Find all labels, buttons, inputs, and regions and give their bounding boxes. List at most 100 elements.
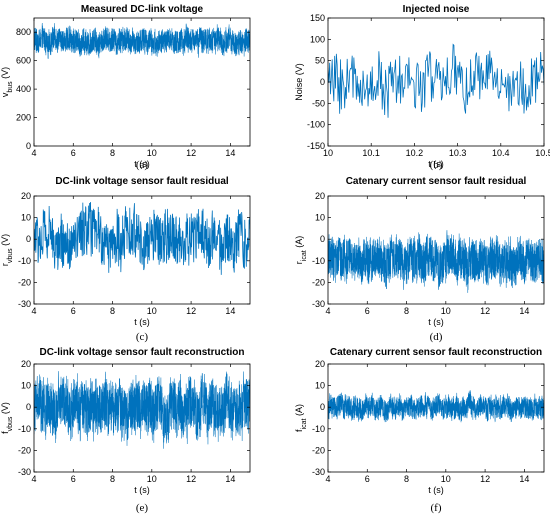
axes-box-c — [33, 195, 251, 305]
x-tick-label: 6 — [365, 306, 370, 316]
x-axis-label-f: t (s) — [428, 485, 444, 495]
x-axis-label-d: t (s) — [428, 317, 444, 327]
y-tick-label: 0 — [26, 402, 31, 412]
y-axis-label-c: rvbus (V) — [0, 234, 14, 266]
x-axis-label-b: t (s) — [428, 159, 444, 169]
y-tick-label: 20 — [315, 359, 325, 369]
axes-box-f — [327, 363, 545, 473]
x-axis-label-a: t (s) — [134, 159, 150, 169]
y-axis-label-e: fvbus (V) — [0, 402, 14, 434]
x-tick-label: 6 — [71, 474, 76, 484]
chart-title-f: Catenary current sensor fault reconstruc… — [330, 347, 542, 358]
x-tick-label: 12 — [186, 306, 196, 316]
x-tick-label: 10.2 — [406, 148, 424, 158]
x-tick-label: 8 — [404, 474, 409, 484]
x-tick-label: 14 — [225, 306, 235, 316]
y-tick-label: -30 — [18, 299, 31, 309]
chart-title-c: DC-link voltage sensor fault residual — [55, 176, 229, 187]
x-tick-label: 4 — [325, 474, 330, 484]
panel-caption-c: (c) — [136, 331, 149, 343]
series-line-b — [328, 43, 544, 118]
y-tick-label: 0 — [320, 234, 325, 244]
y-tick-label: -20 — [312, 445, 325, 455]
y-tick-label: 10 — [315, 213, 325, 223]
x-tick-label: 4 — [31, 306, 36, 316]
x-tick-label: 10 — [441, 474, 451, 484]
x-tick-label: 8 — [404, 306, 409, 316]
chart-panel-c: 4 6 8 10 12 14 -30 -20 -10 0 10 20 DC-link voltage s… — [0, 176, 251, 343]
x-tick-label: 10 — [147, 306, 157, 316]
series-line-a — [34, 22, 250, 59]
chart-panel-f: 4 6 8 10 12 14 -30 -20 -10 0 10 20 Catenary current … — [294, 347, 545, 514]
y-tick-label: 50 — [315, 56, 325, 66]
panel-caption-b: (b) — [430, 159, 443, 171]
x-tick-label: 4 — [31, 474, 36, 484]
y-tick-label: 0 — [26, 141, 31, 151]
y-tick-label: 800 — [16, 27, 31, 37]
y-tick-label: -10 — [312, 424, 325, 434]
y-tick-label: 0 — [26, 234, 31, 244]
x-tick-label: 10 — [147, 474, 157, 484]
x-tick-label: 8 — [110, 474, 115, 484]
y-tick-label: -10 — [18, 256, 31, 266]
y-tick-label: -150 — [307, 141, 325, 151]
axes-box-a — [33, 17, 251, 147]
y-tick-label: 20 — [21, 359, 31, 369]
y-tick-label: -10 — [18, 424, 31, 434]
x-tick-label: 12 — [186, 148, 196, 158]
chart-title-d: Catenary current sensor fault residual — [346, 176, 527, 187]
panel-caption-f: (f) — [431, 502, 442, 514]
chart-panel-d: 4 6 8 10 12 14 -30 -20 -10 0 10 20 Catenary current … — [294, 176, 545, 343]
chart-title-e: DC-link voltage sensor fault reconstruct… — [39, 347, 244, 358]
y-tick-label: 10 — [21, 381, 31, 391]
y-tick-label: 600 — [16, 56, 31, 66]
x-tick-label: 6 — [71, 148, 76, 158]
x-tick-label: 10 — [147, 148, 157, 158]
x-tick-label: 6 — [365, 474, 370, 484]
x-tick-label: 10 — [441, 306, 451, 316]
x-tick-label: 4 — [325, 306, 330, 316]
x-tick-label: 8 — [110, 306, 115, 316]
y-tick-label: -100 — [307, 120, 325, 130]
y-tick-label: 400 — [16, 84, 31, 94]
x-tick-label: 12 — [480, 474, 490, 484]
y-tick-label: -10 — [312, 256, 325, 266]
x-tick-label: 10 — [323, 148, 333, 158]
x-tick-label: 6 — [71, 306, 76, 316]
series-line-e — [34, 371, 250, 449]
y-axis-label-d: ricat (A) — [294, 236, 308, 264]
y-tick-label: 0 — [320, 402, 325, 412]
chart-panel-a: 4 6 8 10 12 14 0 200 400 600 800 Measured DC-link v… — [0, 4, 251, 171]
y-tick-label: 10 — [21, 213, 31, 223]
chart-panel-b: 10 10.1 10.2 10.3 10.4 10.5 -150 -100 -50 0 50 100 1… — [294, 4, 550, 171]
x-tick-label: 10.1 — [362, 148, 380, 158]
panel-caption-e: (e) — [136, 502, 149, 514]
chart-title-b: Injected noise — [403, 4, 470, 15]
x-tick-label: 14 — [519, 474, 529, 484]
y-tick-label: 10 — [315, 381, 325, 391]
axes-box-d — [327, 195, 545, 305]
y-axis-label-f: ficat (A) — [294, 404, 308, 432]
x-tick-label: 10.5 — [535, 148, 550, 158]
chart-panel-e: 4 6 8 10 12 14 -30 -20 -10 0 10 20 DC-link voltage s… — [0, 347, 251, 514]
y-tick-label: -50 — [312, 98, 325, 108]
y-tick-label: 100 — [310, 34, 325, 44]
panel-caption-a: (a) — [136, 159, 149, 171]
x-tick-label: 10.3 — [449, 148, 467, 158]
series-line-d — [328, 230, 544, 293]
y-tick-label: -20 — [312, 277, 325, 287]
axes-box-e — [33, 363, 251, 473]
x-axis-label-c: t (s) — [134, 317, 150, 327]
y-tick-label: 150 — [310, 13, 325, 23]
panel-caption-d: (d) — [430, 331, 443, 343]
x-tick-label: 14 — [225, 148, 235, 158]
y-tick-label: -20 — [18, 445, 31, 455]
x-tick-label: 4 — [31, 148, 36, 158]
x-tick-label: 12 — [186, 474, 196, 484]
y-tick-label: -20 — [18, 277, 31, 287]
y-axis-label-a: vbus (V) — [0, 67, 14, 97]
y-tick-label: 20 — [21, 191, 31, 201]
y-tick-label: -30 — [18, 467, 31, 477]
y-tick-label: -30 — [312, 299, 325, 309]
